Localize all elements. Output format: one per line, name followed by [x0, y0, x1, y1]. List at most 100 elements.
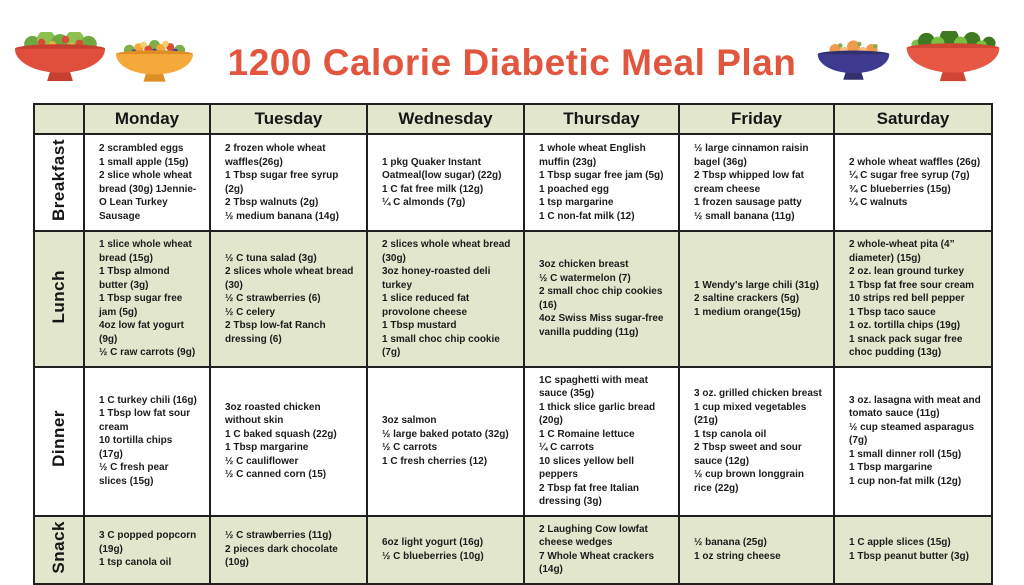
meal-item: 7 Whole Wheat crackers (14g) [539, 550, 655, 576]
meal-item: 3oz honey-roasted deli turkey [382, 266, 491, 291]
meal-item: 1 slice reduced fat provolone cheese [382, 293, 470, 318]
meal-item: 1 small apple (15g) [99, 156, 189, 168]
day-header-saturday: Saturday [833, 103, 993, 135]
meal-cell-breakfast-friday: ½ large cinnamon raisin bagel (36g) 2 Tbs… [678, 133, 835, 232]
meal-cell-snack-tuesday: ½ C strawberries (11g) 2 pieces dark choc… [209, 514, 368, 585]
day-header-wednesday: Wednesday [366, 103, 525, 135]
row-label-breakfast: Breakfast [33, 133, 85, 232]
meal-item: 4oz low fat yogurt (9g) [99, 320, 184, 345]
meal-item: ¼ C walnuts [849, 197, 908, 208]
meal-item: ½ large cinnamon raisin bagel (36g) [694, 143, 809, 168]
meal-cell-snack-thursday: 2 Laughing Cow lowfat cheese wedges 7 Who… [523, 514, 680, 585]
meal-item: ½ C fresh pear slices (15g) [99, 462, 169, 487]
meal-item: ½ C strawberries (6) [225, 293, 321, 304]
meal-item: 3 oz. lasagna with meat and tomato sauce… [849, 394, 981, 420]
meal-cell-breakfast-wednesday: 1 pkg Quaker Instant Oatmeal(low sugar) … [366, 133, 525, 232]
meal-item: 2 slice whole wheat bread (30g) 1Jennie-… [99, 170, 197, 222]
meal-item: 1 frozen sausage patty [694, 197, 802, 208]
meal-item: 4oz Swiss Miss sugar-free vanilla puddin… [539, 313, 664, 338]
meal-item: 10 strips red bell pepper [849, 293, 965, 304]
meal-item: ½ C blueberries (10g) [382, 550, 484, 562]
meal-item: ½ medium banana (14g) [225, 210, 339, 222]
row-label-text: Dinner [49, 410, 68, 467]
meal-row-dinner: Dinner 1 C turkey chili (16g) 1 Tbsp low f… [33, 365, 993, 517]
meal-item: 1 C non-fat milk (12) [539, 210, 635, 222]
meal-row-lunch: Lunch 1 slice whole wheat bread (15g) 1 Tb… [33, 230, 993, 368]
meal-item: ½ cup brown longgrain rice (22g) [694, 469, 804, 494]
meal-cell-breakfast-saturday: 2 whole wheat waffles (26g) ¼ C sugar fre… [833, 133, 993, 232]
meal-item: 2 whole-wheat pita (4” diameter) (15g) [849, 239, 955, 264]
meal-item: 1 tsp margarine [539, 197, 614, 208]
meal-item: ½ large baked potato (32g) [382, 428, 509, 440]
meal-plan-table: Monday Tuesday Wednesday Thursday Friday Satu… [33, 103, 993, 585]
meal-item: 1 thick slice garlic bread (20g) [539, 401, 656, 427]
meal-cell-snack-monday: 3 C popped popcorn (19g) 1 tsp canola oil [83, 514, 211, 585]
meal-item: 3oz roasted chicken without skin [225, 401, 321, 427]
meal-item: 1 Tbsp mustard [382, 320, 457, 331]
meal-item: 1 Tbsp fat free sour cream [849, 279, 975, 291]
meal-item: 2 Tbsp low-fat Ranch dressing (6) [225, 320, 326, 345]
meal-cell-lunch-saturday: 2 whole-wheat pita (4” diameter) (15g) 2 … [833, 230, 993, 368]
meal-item: 1 cup non-fat milk (12g) [849, 475, 962, 487]
meal-item: ½ C watermelon (7) [539, 272, 631, 284]
meal-item: 1 tsp canola oil [694, 428, 767, 440]
meal-cell-breakfast-monday: 2 scrambled eggs 1 small apple (15g) 2 sli… [83, 133, 211, 232]
meal-cell-snack-wednesday: 6oz light yogurt (16g) ½ C blueberries (1… [366, 514, 525, 585]
meal-item: ¾ C blueberries (15g) [849, 183, 951, 195]
corner-cell [33, 103, 85, 135]
meal-item: 10 tortilla chips (17g) [99, 435, 173, 460]
meal-item: ½ C raw carrots (9g) [99, 347, 196, 358]
blue-peach-bowl-icon [817, 40, 890, 80]
meal-item: 2 frozen whole wheat waffles(26g) [225, 143, 326, 168]
meal-item: ¼ C carrots [539, 442, 595, 453]
meal-item: ¼ C sugar free syrup (7g) [849, 170, 970, 181]
meal-row-snack: Snack 3 C popped popcorn (19g) 1 tsp canol… [33, 514, 993, 585]
meal-item: 2 slices whole wheat bread (30) [225, 266, 354, 291]
red-salad-bowl-icon [14, 32, 106, 81]
meal-cell-dinner-monday: 1 C turkey chili (16g) 1 Tbsp low fat sou… [83, 365, 211, 517]
meal-item: ½ C tuna salad (3g) [225, 252, 317, 264]
row-label-text: Lunch [49, 269, 68, 324]
meal-item: 1 Tbsp sugar free jam (5g) [99, 293, 183, 318]
meal-item: 1 Tbsp peanut butter (3g) [849, 550, 969, 562]
red-greens-bowl-icon [906, 31, 1000, 82]
meal-item: 2 scrambled eggs [99, 143, 184, 154]
meal-item: 1 whole wheat English muffin (23g) [539, 143, 646, 168]
meal-item: 10 slices yellow bell peppers [539, 455, 635, 481]
meal-item: 1 Tbsp sugar free syrup (2g) [225, 170, 339, 195]
meal-item: 2 Tbsp walnuts (2g) [225, 197, 319, 208]
meal-item: 1 pkg Quaker Instant Oatmeal(low sugar) … [382, 156, 502, 182]
meal-item: ½ small banana (11g) [694, 210, 795, 222]
meal-cell-lunch-wednesday: 2 slices whole wheat bread (30g) 3oz hone… [366, 230, 525, 368]
meal-item: ½ banana (25g) [694, 537, 767, 548]
day-header-thursday: Thursday [523, 103, 680, 135]
meal-item: 2 Laughing Cow lowfat cheese wedges [539, 523, 648, 549]
meal-item: 1 Tbsp margarine [849, 462, 933, 474]
meal-item: 1C spaghetti with meat sauce (35g) [539, 374, 648, 400]
row-label-dinner: Dinner [33, 365, 85, 517]
meal-item: 1 oz. tortilla chips (19g) [849, 320, 961, 331]
day-header-tuesday: Tuesday [209, 103, 368, 135]
meal-cell-snack-saturday: 1 C apple slices (15g) 1 Tbsp peanut butt… [833, 514, 993, 585]
meal-cell-breakfast-tuesday: 2 frozen whole wheat waffles(26g) 1 Tbsp … [209, 133, 368, 232]
day-header-monday: Monday [83, 103, 211, 135]
meal-item: 1 slice whole wheat bread (15g) [99, 239, 192, 264]
meal-item: 1 C turkey chili (16g) [99, 394, 197, 406]
meal-cell-snack-friday: ½ banana (25g) 1 oz string cheese [678, 514, 835, 585]
row-label-lunch: Lunch [33, 230, 85, 368]
meal-row-breakfast: Breakfast 2 scrambled eggs 1 small apple (… [33, 133, 993, 232]
meal-item: 3 oz. grilled chicken breast [694, 388, 822, 399]
meal-item: 1 Tbsp taco sauce [849, 306, 936, 318]
header-band: 1200 Calorie Diabetic Meal Plan [0, 0, 1024, 103]
meal-item: 1 snack pack sugar free choc pudding (13… [849, 333, 963, 359]
meal-cell-lunch-thursday: 3oz chicken breast ½ C watermelon (7) 2 sm… [523, 230, 680, 368]
meal-item: 1 tsp canola oil [99, 557, 172, 569]
meal-cell-lunch-tuesday: ½ C tuna salad (3g) 2 slices whole wheat … [209, 230, 368, 368]
meal-item: 3oz salmon [382, 415, 437, 426]
meal-item: 2 oz. lean ground turkey [849, 266, 965, 277]
meal-item: 2 whole wheat waffles (26g) [849, 156, 981, 168]
meal-item: 1 small dinner roll (15g) [849, 448, 962, 460]
meal-item: 1 Tbsp sugar free jam (5g) [539, 170, 664, 181]
page-title: 1200 Calorie Diabetic Meal Plan [227, 42, 797, 83]
meal-item: 2 pieces dark chocolate (10g) [225, 543, 338, 569]
